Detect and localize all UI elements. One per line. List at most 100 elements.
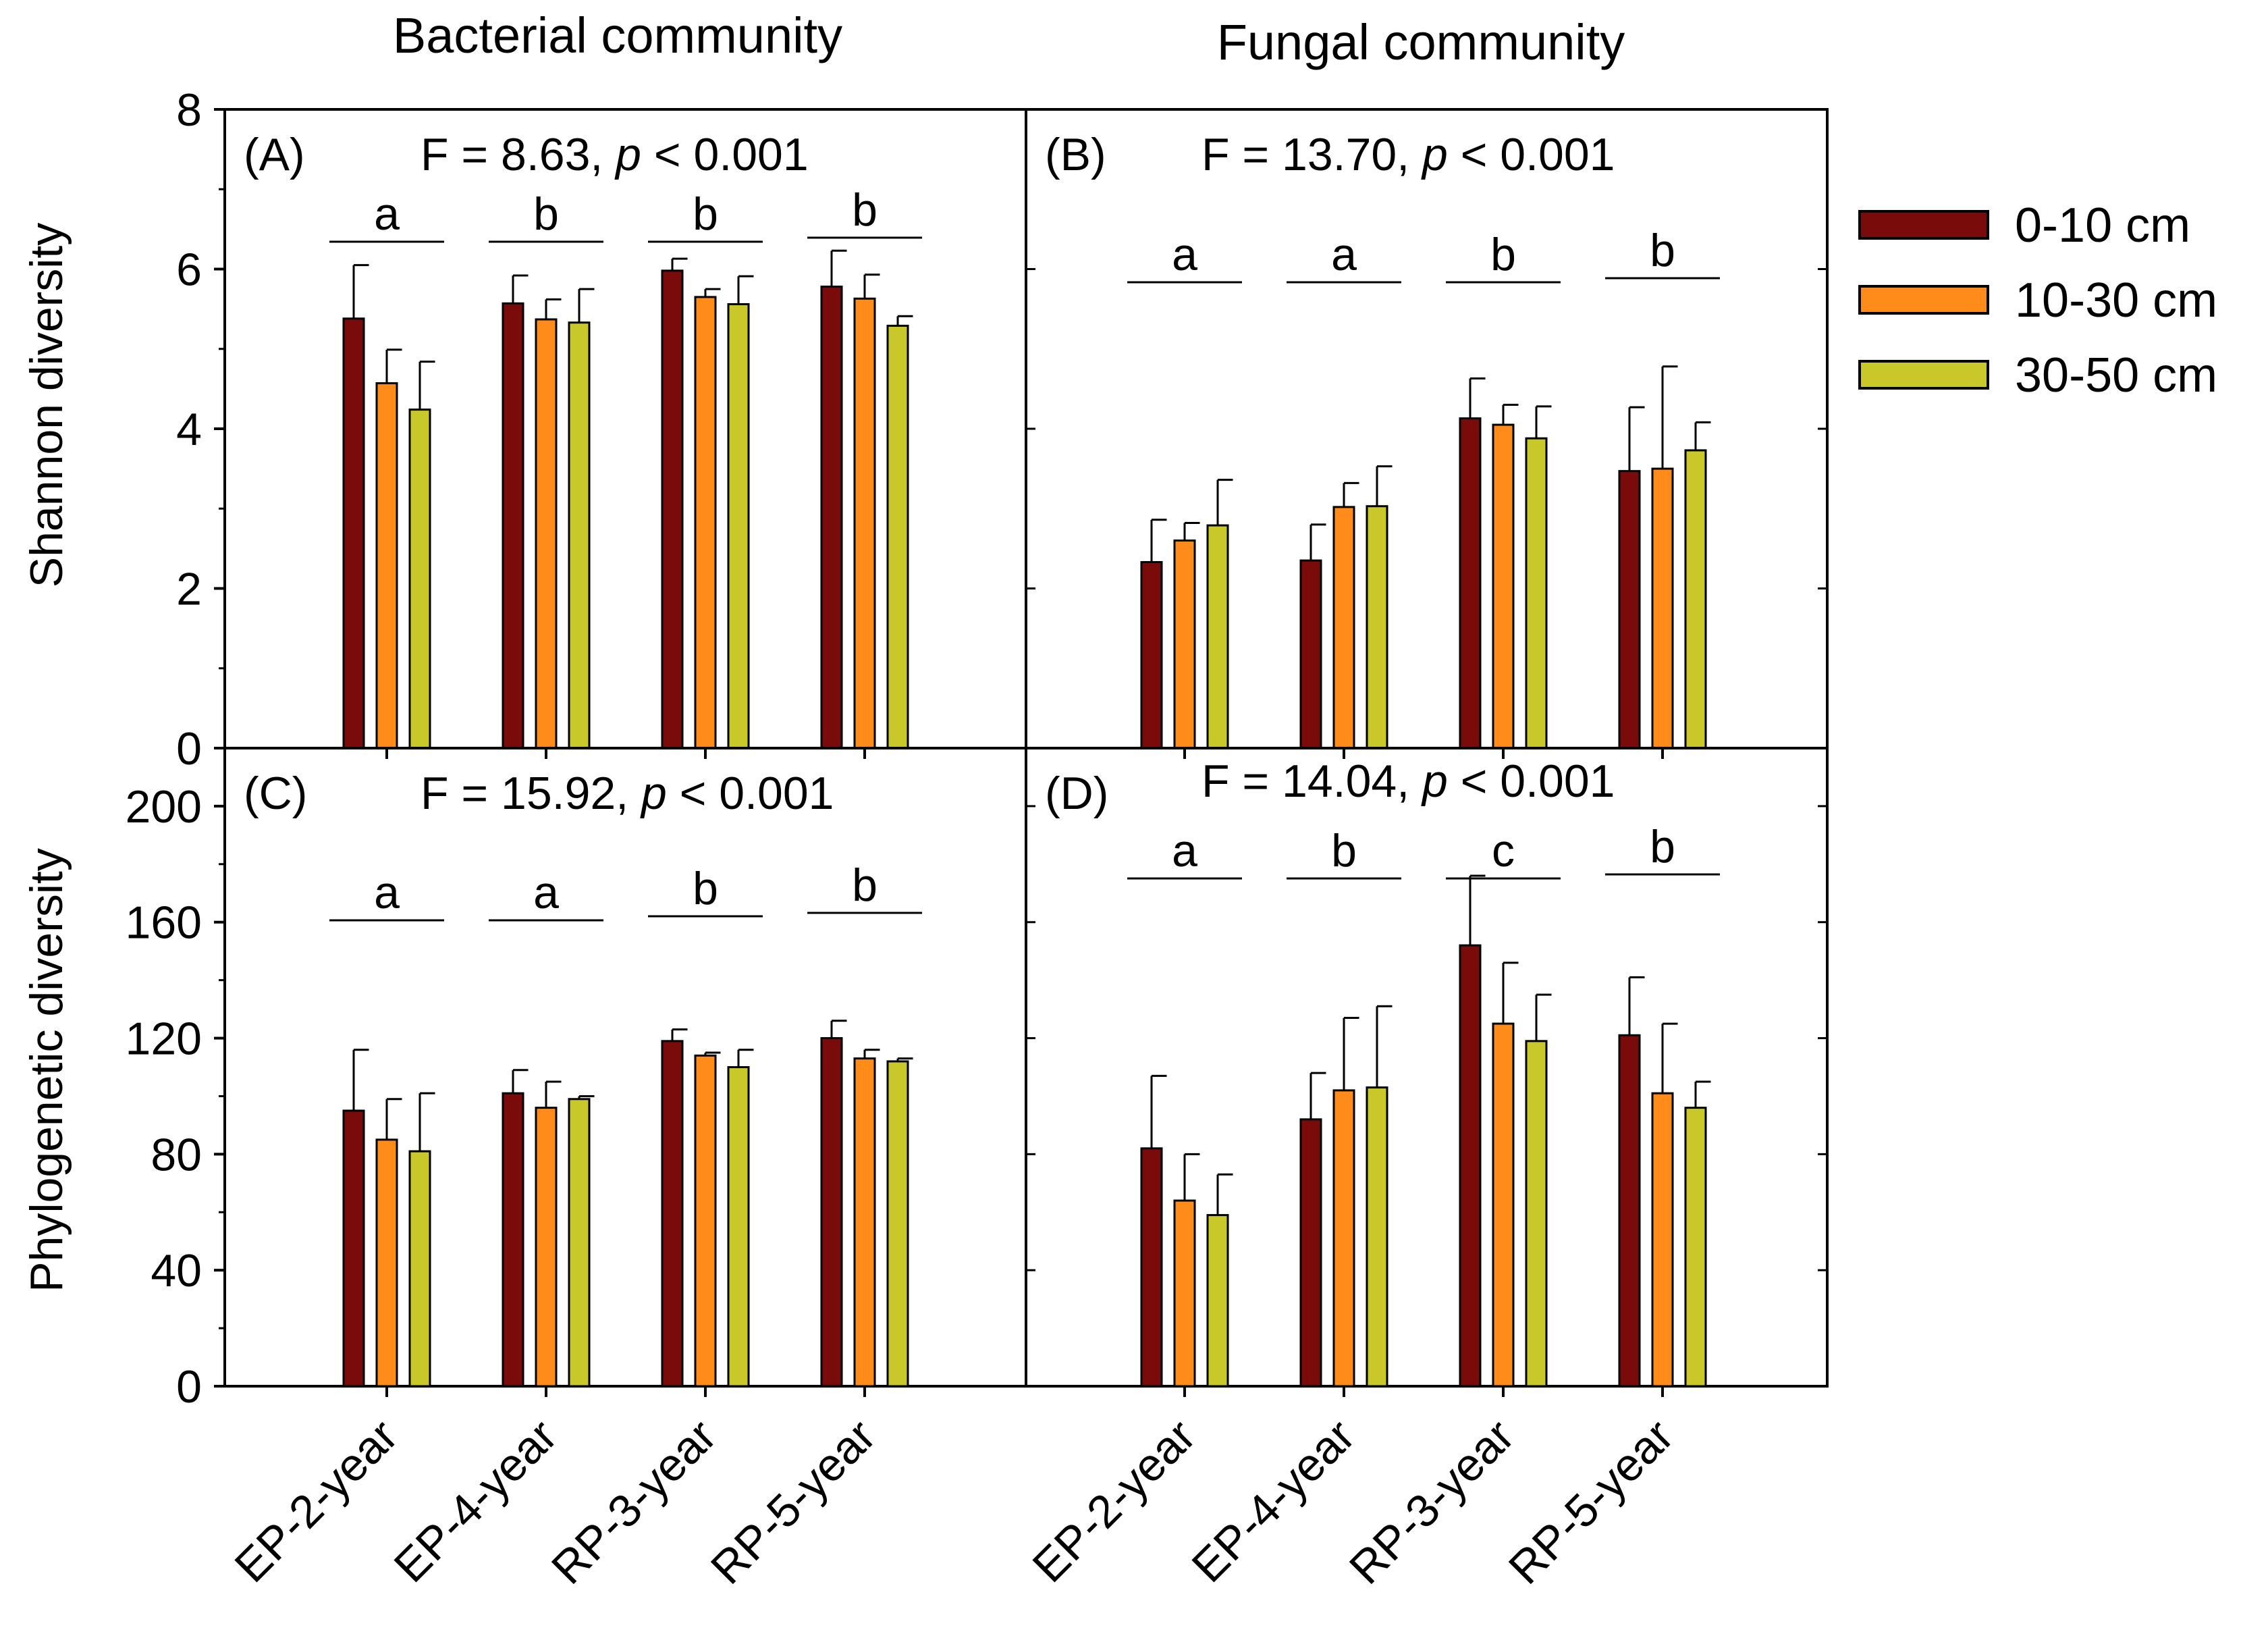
- bar: [853, 1057, 876, 1388]
- column-title-bacterial: Bacterial community: [393, 7, 842, 63]
- bar: [1332, 1089, 1355, 1388]
- x-tick-label: EP-4-year: [1182, 1410, 1364, 1592]
- bar: [342, 1109, 365, 1388]
- significance-letter: a: [533, 867, 559, 918]
- x-tick-label: RP-5-year: [701, 1410, 886, 1594]
- bar: [886, 1060, 909, 1388]
- bar: [502, 302, 524, 749]
- bar: [1299, 559, 1322, 749]
- significance-letter: a: [1172, 825, 1197, 876]
- bar: [1332, 506, 1355, 749]
- y-tick-label: 6: [176, 244, 202, 296]
- y-tick-label: 40: [151, 1245, 202, 1296]
- bar: [342, 317, 365, 749]
- bar: [1206, 1214, 1229, 1388]
- bar: [1492, 423, 1515, 749]
- legend-label-10-30: 10-30 cm: [2015, 273, 2217, 327]
- significance-letter: a: [1331, 229, 1357, 280]
- bar: [535, 318, 558, 749]
- legend-label-0-10: 0-10 cm: [2015, 199, 2190, 253]
- y-tick-label: 2: [176, 564, 202, 615]
- y-tick-label: 200: [126, 781, 202, 833]
- bar: [694, 1054, 717, 1388]
- bar: [375, 1138, 398, 1388]
- bar: [661, 1040, 684, 1388]
- x-tick-label: EP-2-year: [225, 1410, 407, 1592]
- bar: [820, 286, 843, 749]
- bar: [568, 321, 591, 749]
- bar: [1173, 1199, 1196, 1388]
- legend-swatch-10-30: [1858, 285, 1989, 315]
- legend-swatch-30-50: [1858, 360, 1989, 390]
- significance-letter: a: [374, 867, 400, 918]
- significance-letter: b: [852, 860, 878, 911]
- panel-label: (D): [1045, 768, 1108, 819]
- bar: [853, 297, 876, 749]
- bar: [886, 324, 909, 749]
- ylabel-shannon: Shannon diversity: [21, 223, 72, 588]
- significance-letter: c: [1492, 825, 1515, 876]
- significance-letter: a: [1172, 229, 1197, 280]
- bar: [1206, 524, 1229, 749]
- column-title-fungal: Fungal community: [1217, 14, 1625, 70]
- significance-letter: b: [852, 184, 878, 236]
- bar: [535, 1107, 558, 1388]
- bar: [1684, 1107, 1707, 1388]
- significance-letter: b: [1650, 821, 1675, 872]
- bar: [1459, 417, 1482, 749]
- panel-frame: [1025, 747, 1829, 1388]
- bar: [502, 1092, 524, 1388]
- bar: [1525, 437, 1548, 749]
- panel-label: (B): [1045, 129, 1106, 180]
- bar: [1459, 944, 1482, 1388]
- bar: [1140, 560, 1163, 749]
- y-tick-label: 4: [176, 404, 202, 455]
- bar: [375, 382, 398, 749]
- x-tick-label: RP-3-year: [542, 1410, 726, 1594]
- bar: [1173, 539, 1196, 749]
- y-tick-label: 0: [176, 723, 202, 774]
- y-tick-label: 8: [176, 84, 202, 136]
- y-tick-label: 160: [126, 897, 202, 949]
- panel-label: (C): [244, 768, 307, 819]
- legend-label-30-50: 30-50 cm: [2015, 348, 2217, 402]
- x-tick-label: EP-4-year: [384, 1410, 566, 1592]
- significance-letter: b: [693, 188, 718, 240]
- bar: [1140, 1147, 1163, 1388]
- bar: [408, 408, 431, 749]
- stat-text: F = 15.92, p < 0.001: [421, 768, 834, 819]
- x-tick-label: EP-2-year: [1023, 1410, 1205, 1592]
- significance-letter: b: [533, 188, 559, 240]
- x-tick-label: RP-5-year: [1499, 1410, 1683, 1594]
- legend-swatch-0-10: [1858, 210, 1989, 240]
- bar: [1651, 1092, 1674, 1388]
- bar: [1651, 467, 1674, 749]
- stat-text: F = 14.04, p < 0.001: [1202, 756, 1615, 807]
- panel-label: (A): [244, 129, 305, 180]
- bar: [1299, 1118, 1322, 1388]
- x-tick-label: RP-3-year: [1340, 1410, 1524, 1594]
- bar: [694, 296, 717, 749]
- bar: [1525, 1040, 1548, 1388]
- bar: [727, 303, 750, 749]
- bar: [1366, 1086, 1388, 1388]
- bar: [568, 1098, 591, 1388]
- stat-text: F = 13.70, p < 0.001: [1202, 129, 1615, 180]
- significance-letter: b: [1490, 229, 1516, 280]
- bar: [1492, 1022, 1515, 1388]
- y-tick-label: 120: [126, 1013, 202, 1065]
- y-tick-label: 0: [176, 1361, 202, 1413]
- bar: [1366, 505, 1388, 749]
- bar: [408, 1150, 431, 1388]
- bar: [1618, 1034, 1641, 1388]
- bar: [661, 269, 684, 749]
- panels: 0 2 4 6 8 (A) F = 8.63, p < 0.001 a b b b (B) F = 13…: [126, 84, 1829, 1594]
- significance-letter: b: [1650, 225, 1675, 276]
- significance-letter: b: [1331, 825, 1357, 876]
- y-tick-label: 80: [151, 1129, 202, 1180]
- significance-letter: a: [374, 188, 400, 240]
- stat-text: F = 8.63, p < 0.001: [421, 129, 809, 180]
- ylabel-phylogenetic: Phylogenetic diversity: [21, 848, 72, 1292]
- bar: [1684, 449, 1707, 749]
